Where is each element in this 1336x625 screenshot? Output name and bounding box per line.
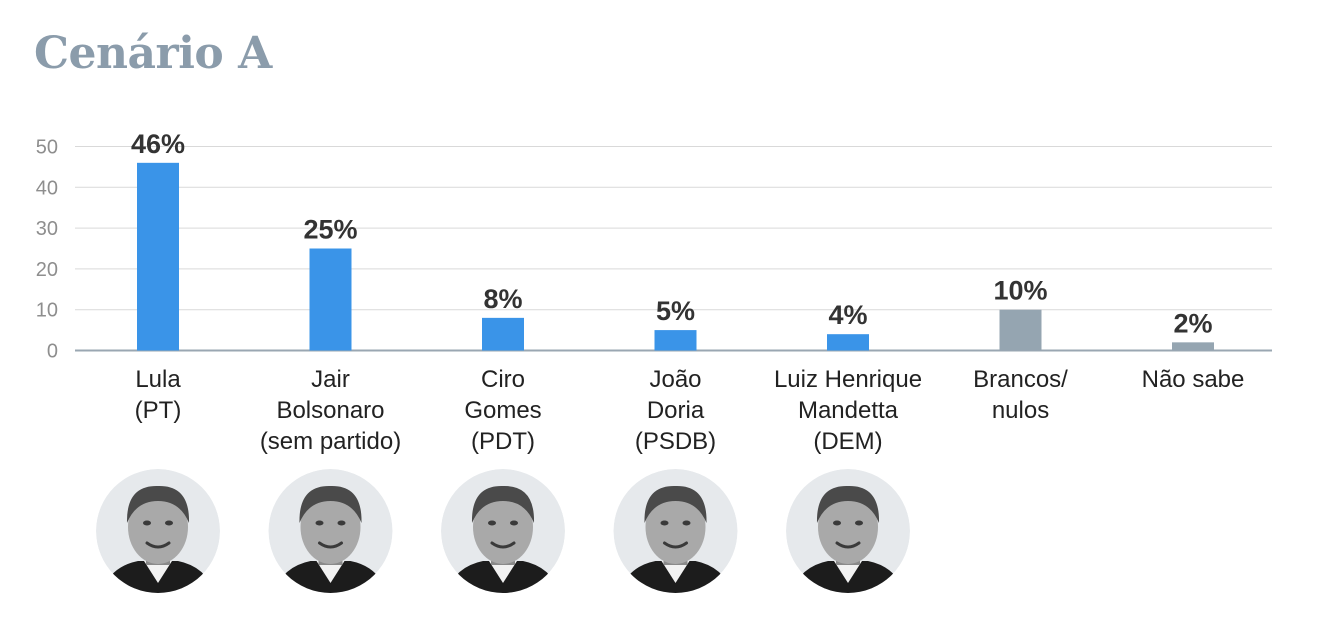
- category-label: Brancos/: [973, 366, 1068, 393]
- bar: [1172, 342, 1214, 351]
- category-label: Mandetta: [798, 397, 899, 424]
- candidate-photo-mandetta: [786, 469, 910, 593]
- category-label: (PDT): [471, 428, 535, 455]
- category-label: Luiz Henrique: [774, 366, 922, 393]
- data-label: 25%: [303, 215, 357, 245]
- bar: [999, 309, 1042, 351]
- y-tick-label: 20: [36, 259, 58, 281]
- chart-title: Cenário A: [34, 28, 272, 79]
- category-label: Gomes: [464, 397, 541, 424]
- category-label: (sem partido): [260, 428, 401, 455]
- y-tick-label: 30: [36, 218, 58, 240]
- y-tick-label: 0: [47, 341, 58, 363]
- data-label: 5%: [656, 296, 695, 326]
- category-label: (PSDB): [635, 428, 716, 455]
- candidate-photo-lula: [96, 469, 220, 593]
- category-label: Bolsonaro: [276, 397, 384, 424]
- data-label: 46%: [131, 129, 185, 159]
- category-label: Lula: [135, 366, 181, 393]
- bar: [654, 330, 697, 351]
- category-label: nulos: [992, 397, 1049, 424]
- candidate-photo-ciro-gomes: [441, 469, 565, 593]
- category-label: (DEM): [813, 428, 882, 455]
- category-label: Doria: [647, 397, 705, 424]
- y-tick-label: 40: [36, 177, 58, 199]
- candidate-photo-bolsonaro: [268, 469, 393, 593]
- bar: [827, 334, 869, 351]
- y-tick-label: 50: [36, 137, 58, 159]
- candidate-photo-joao-doria: [613, 469, 738, 593]
- y-tick-label: 10: [36, 300, 58, 322]
- category-label: Não sabe: [1142, 366, 1245, 393]
- category-label: João: [649, 366, 701, 393]
- bar: [137, 162, 179, 351]
- data-label: 2%: [1173, 308, 1212, 338]
- bar: [309, 248, 352, 351]
- bar: [482, 317, 524, 351]
- category-label: (PT): [135, 397, 182, 424]
- category-label: Ciro: [481, 366, 525, 393]
- data-label: 10%: [993, 276, 1047, 306]
- data-label: 4%: [828, 300, 867, 330]
- data-label: 8%: [483, 284, 522, 314]
- category-label: Jair: [311, 366, 350, 393]
